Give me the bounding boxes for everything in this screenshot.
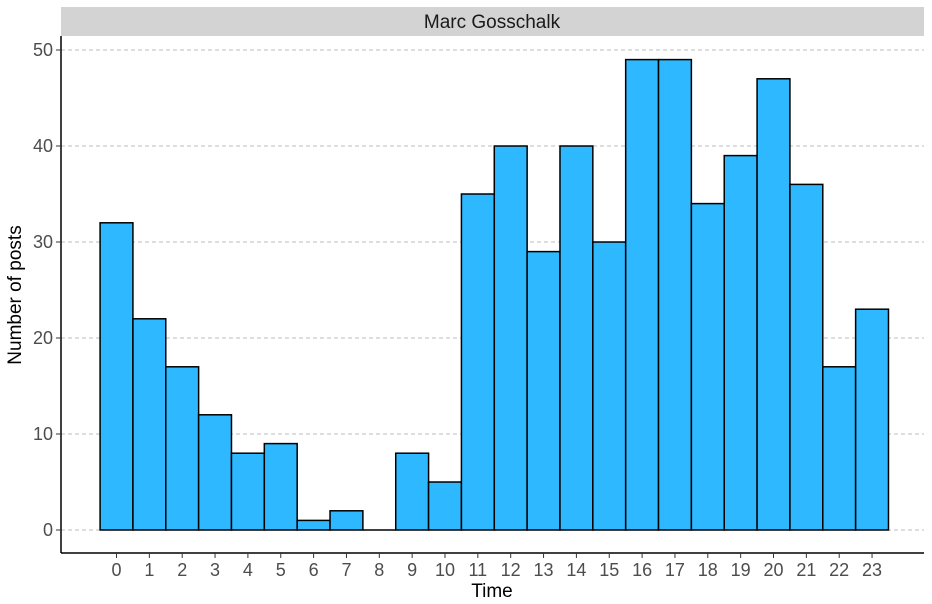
bar-19 <box>723 154 758 531</box>
y-tick-label: 0 <box>43 520 53 540</box>
bar-3 <box>197 414 233 531</box>
x-tick-label: 6 <box>309 560 319 580</box>
x-tick-label: 11 <box>469 560 488 580</box>
bar-22 <box>822 366 857 531</box>
x-tick-label: 13 <box>534 560 554 580</box>
x-tick-label: 22 <box>829 560 849 580</box>
x-tick-label: 4 <box>243 560 253 580</box>
bar-17 <box>657 58 693 531</box>
bar-10 <box>427 481 463 531</box>
bar-1 <box>132 318 167 531</box>
bar-2 <box>165 366 200 531</box>
x-tick-label: 0 <box>111 560 121 580</box>
x-tick-label: 2 <box>177 560 187 580</box>
bar-21 <box>789 183 824 531</box>
facet-strip-title: Marc Gosschalk <box>424 12 561 33</box>
x-tick-label: 1 <box>144 560 154 580</box>
x-tick-label: 5 <box>276 560 286 580</box>
bar-13 <box>526 250 561 531</box>
bar-23 <box>854 308 890 531</box>
x-tick-label: 19 <box>731 560 751 580</box>
x-axis-ticks: 0 1 2 3 4 5 6 7 8 9 10 11 12 13 14 15 16 17 18 19 20 21 22 23 <box>111 553 882 580</box>
bar-0 <box>99 222 134 531</box>
y-tick-label: 40 <box>33 136 53 156</box>
bar-15 <box>592 241 627 531</box>
x-axis-title: Time <box>471 581 513 602</box>
bar-12 <box>493 145 528 531</box>
x-tick-label: 15 <box>599 560 619 580</box>
bar-7 <box>329 510 364 531</box>
y-tick-label: 10 <box>33 424 53 444</box>
y-axis-ticks: 0 10 20 30 40 50 <box>33 40 61 540</box>
x-tick-label: 14 <box>566 560 586 580</box>
x-tick-label: 7 <box>341 560 351 580</box>
x-tick-label: 18 <box>698 560 718 580</box>
x-tick-label: 17 <box>665 560 685 580</box>
x-tick-label: 16 <box>632 560 652 580</box>
bar-4 <box>230 452 266 531</box>
bar-11 <box>460 193 496 531</box>
y-tick-label: 30 <box>33 232 53 252</box>
x-tick-label: 10 <box>435 560 455 580</box>
bars <box>99 58 890 531</box>
y-axis-title: Number of posts <box>5 225 26 364</box>
bar-6 <box>296 519 331 531</box>
bar-9 <box>394 452 430 531</box>
y-tick-label: 20 <box>33 328 53 348</box>
x-tick-label: 3 <box>210 560 220 580</box>
bar-20 <box>756 78 791 531</box>
bar-16 <box>624 58 660 531</box>
x-tick-label: 12 <box>501 560 521 580</box>
y-tick-label: 50 <box>33 40 53 60</box>
bar-5 <box>263 442 298 531</box>
x-tick-label: 20 <box>763 560 783 580</box>
x-tick-label: 21 <box>796 560 816 580</box>
bar-14 <box>559 145 594 531</box>
x-tick-label: 23 <box>862 560 882 580</box>
x-tick-label: 8 <box>374 560 384 580</box>
x-tick-label: 9 <box>407 560 417 580</box>
facet-strip <box>61 7 924 36</box>
bar-18 <box>690 202 725 531</box>
